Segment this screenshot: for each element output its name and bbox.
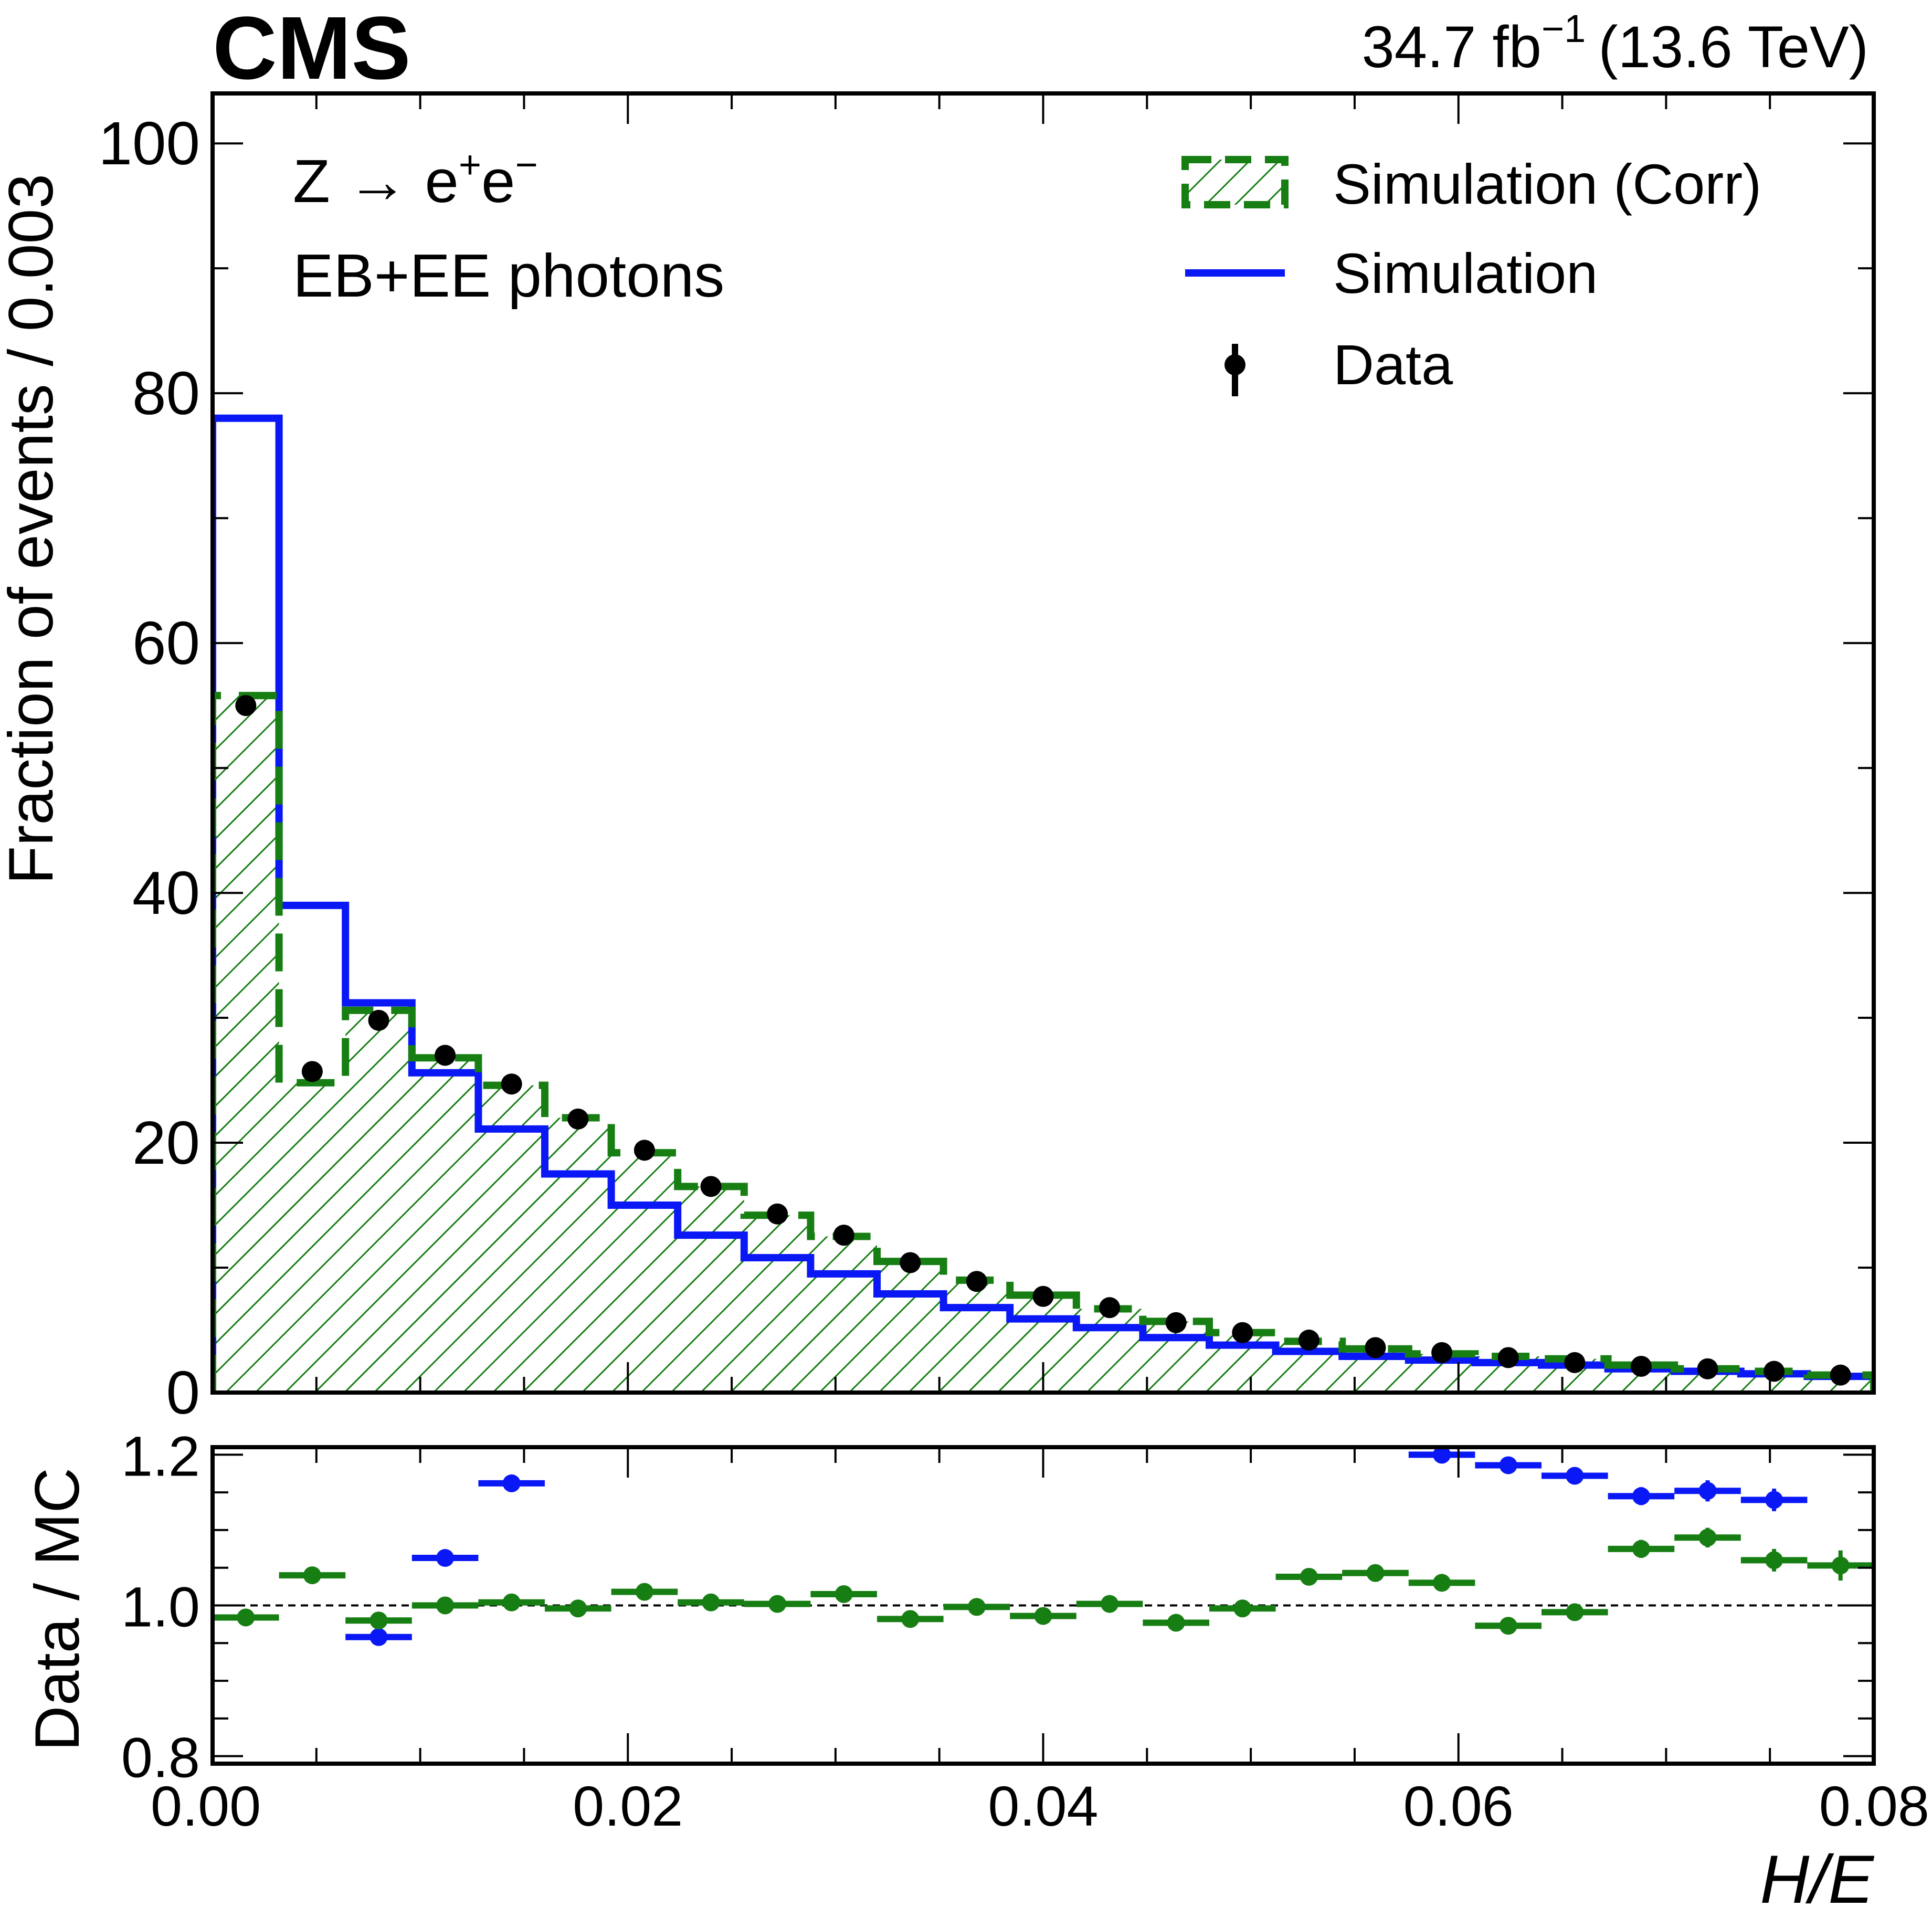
ratio-y-axis-label: Data / MC — [22, 1468, 92, 1751]
ratio-sim-point — [369, 1628, 388, 1646]
ratio-corr-point — [1101, 1595, 1119, 1613]
ratio-corr-point — [1366, 1564, 1385, 1582]
data-point — [1365, 1337, 1386, 1358]
y-tick-label: 40 — [132, 859, 200, 927]
data-point — [833, 1225, 854, 1246]
y-tick-label: 80 — [132, 359, 200, 427]
data-point — [1630, 1356, 1652, 1377]
lumi-exponent: −1 — [1542, 7, 1586, 50]
main-plot-area — [213, 414, 1874, 1393]
x-tick-label: 0.04 — [988, 1774, 1098, 1838]
lumi-value: 34.7 fb — [1361, 14, 1542, 80]
data-point — [301, 1061, 323, 1082]
data-point — [700, 1176, 722, 1197]
ratio-sim-point — [436, 1549, 455, 1567]
ratio-y-tick-label: 1.2 — [121, 1424, 200, 1488]
data-point — [1165, 1312, 1187, 1333]
data-point — [1497, 1347, 1519, 1368]
ratio-corr-point — [1831, 1556, 1850, 1575]
x-tick-label: 0.00 — [151, 1774, 261, 1838]
ratio-corr-point — [1499, 1617, 1517, 1635]
ratio-corr-point — [1632, 1540, 1650, 1558]
ratio-sim-point — [1698, 1482, 1717, 1500]
ratio-corr-point — [569, 1599, 587, 1618]
x-tick-label: 0.08 — [1819, 1774, 1929, 1838]
legend-data-label: Data — [1333, 333, 1453, 396]
ratio-corr-point — [635, 1583, 653, 1601]
data-point — [1099, 1297, 1121, 1319]
ratio-sim-point — [1433, 1447, 1451, 1464]
x-tick-label: 0.06 — [1403, 1774, 1514, 1838]
x-axis-label: H/E — [1760, 1841, 1874, 1917]
main-axis-ticks: 0 20 40 60 80 100 — [98, 93, 1875, 1427]
ratio-corr-point — [768, 1595, 787, 1613]
data-point — [966, 1271, 987, 1292]
lumi-label: 34.7 fb−1 (13.6 TeV) — [1361, 7, 1868, 80]
x-tick-label: 0.02 — [573, 1774, 683, 1838]
ratio-corr-point — [1566, 1603, 1584, 1621]
data-point — [435, 1045, 456, 1066]
ratio-corr-point — [1034, 1607, 1052, 1625]
data-point — [634, 1140, 655, 1161]
data-point — [1764, 1361, 1785, 1382]
data-point — [1564, 1352, 1586, 1373]
ratio-plot-area — [213, 1447, 1874, 1646]
legend-data-marker — [1224, 354, 1245, 375]
ratio-sim-point — [1765, 1491, 1783, 1509]
y-tick-label: 20 — [132, 1109, 200, 1177]
ratio-corr-point — [1698, 1529, 1717, 1547]
ratio-sim-point — [502, 1474, 521, 1492]
ratio-sim-point — [1632, 1487, 1650, 1505]
y-tick-label: 0 — [166, 1358, 200, 1427]
ratio-corr-point — [901, 1610, 920, 1628]
corr-sim-hatch-fill — [213, 695, 1874, 1393]
data-point — [368, 1009, 389, 1031]
data-point — [1232, 1322, 1253, 1343]
ratio-sim-point — [1566, 1467, 1584, 1485]
data-point — [1431, 1342, 1453, 1363]
ratio-corr-point — [702, 1593, 720, 1611]
data-point — [1298, 1330, 1319, 1351]
ratio-axis-ticks: 0.8 1.0 1.2 0.00 0.02 0.04 0.06 0.08 — [121, 1424, 1929, 1838]
data-point — [501, 1073, 522, 1095]
main-y-axis-label: Fraction of events / 0.003 — [0, 174, 66, 884]
ratio-corr-point — [1433, 1574, 1451, 1592]
ratio-y-tick-label: 1.0 — [121, 1575, 200, 1639]
process-label: Z → e+e− — [293, 143, 538, 215]
legend-sim-label: Simulation — [1333, 241, 1598, 305]
energy-label: (13.6 TeV) — [1598, 14, 1868, 80]
data-point — [767, 1203, 788, 1225]
ratio-corr-point — [303, 1566, 321, 1585]
ratio-corr-point — [369, 1611, 388, 1630]
legend: Simulation (Corr) Simulation Data — [1181, 152, 1761, 396]
corr-sim-histogram-outline — [213, 692, 1874, 1393]
ratio-corr-point — [1300, 1567, 1318, 1586]
ratio-corr-point — [835, 1585, 853, 1603]
ratio-sim-point — [1499, 1456, 1517, 1474]
ratio-corr-point — [1233, 1599, 1252, 1618]
ratio-corr-point — [237, 1608, 255, 1627]
data-point — [1032, 1285, 1054, 1307]
legend-corr-swatch — [1181, 156, 1289, 208]
ratio-corr-point — [967, 1598, 986, 1616]
selection-label: EB+EE photons — [293, 241, 724, 310]
y-tick-label: 60 — [132, 609, 200, 677]
data-point — [1830, 1364, 1851, 1386]
cms-label: CMS — [213, 0, 411, 98]
y-tick-label: 100 — [98, 109, 200, 177]
ratio-corr-point — [1167, 1614, 1185, 1632]
data-point — [235, 695, 257, 716]
legend-corr-label: Simulation (Corr) — [1333, 152, 1761, 216]
data-point — [900, 1252, 921, 1273]
ratio-corr-point — [1765, 1551, 1783, 1569]
ratio-corr-point — [502, 1593, 521, 1611]
ratio-y-tick-label: 0.8 — [121, 1726, 200, 1789]
data-point — [1697, 1358, 1718, 1379]
ratio-corr-point — [436, 1596, 455, 1615]
data-point — [567, 1108, 589, 1130]
